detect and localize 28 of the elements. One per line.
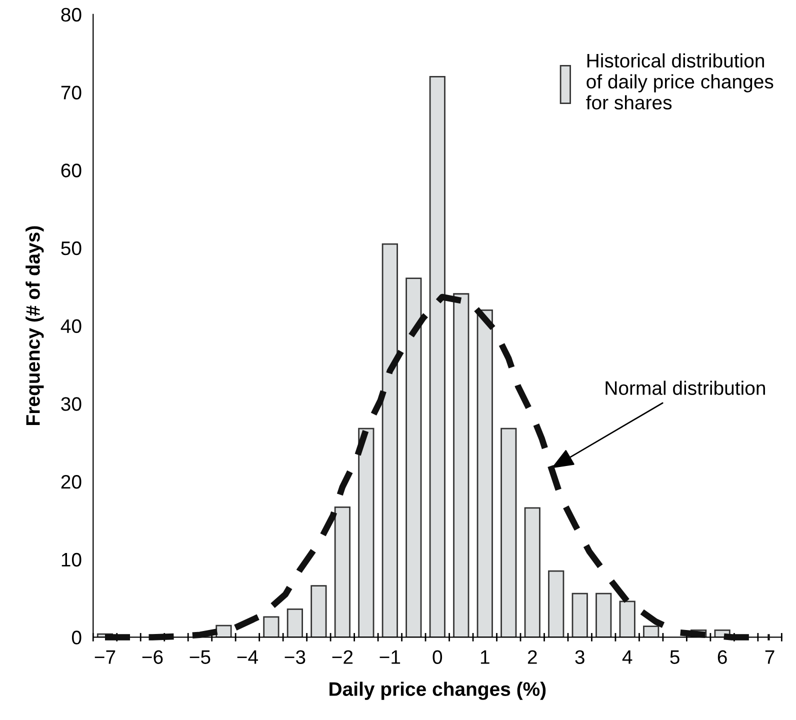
y-tick-label: 30 [61, 397, 82, 411]
x-tick-label: 7 [765, 650, 774, 664]
annotation: Normal distribution [606, 380, 765, 395]
y-tick-label: 70 [61, 86, 82, 100]
x-tick-label: −7 [94, 650, 116, 664]
x-tick-label: 6 [718, 650, 727, 664]
x-tick-label: 1 [480, 650, 490, 664]
y-tick-label: 80 [61, 8, 82, 22]
x-tick-label: 2 [528, 650, 537, 664]
y-tick-label: 10 [62, 552, 82, 567]
y-tick-label: 40 [60, 319, 82, 334]
x-tick-label: 5 [670, 650, 680, 664]
x-axis-title: Daily price changes (%) [330, 682, 546, 700]
x-tick-label: −5 [190, 650, 210, 664]
x-tick-label: 3 [575, 650, 584, 664]
x-tick-label: 0 [432, 650, 442, 664]
y-tick-label: 0 [72, 630, 82, 644]
y-tick-label: 60 [61, 164, 82, 178]
x-tick-label: −1 [380, 650, 400, 664]
x-tick-label: −4 [237, 650, 258, 664]
x-tick-label: 4 [622, 650, 632, 664]
x-tick-label: −6 [142, 650, 163, 664]
y-tick-label: 20 [61, 474, 82, 489]
x-tick-label: −2 [332, 650, 353, 664]
x-tick-label: −3 [284, 650, 306, 664]
legend-label: Historical distribution of daily price changes for shares [586, 53, 774, 110]
y-axis-title: Frequency (# of days) [26, 226, 44, 425]
y-tick-label: 50 [61, 241, 82, 256]
